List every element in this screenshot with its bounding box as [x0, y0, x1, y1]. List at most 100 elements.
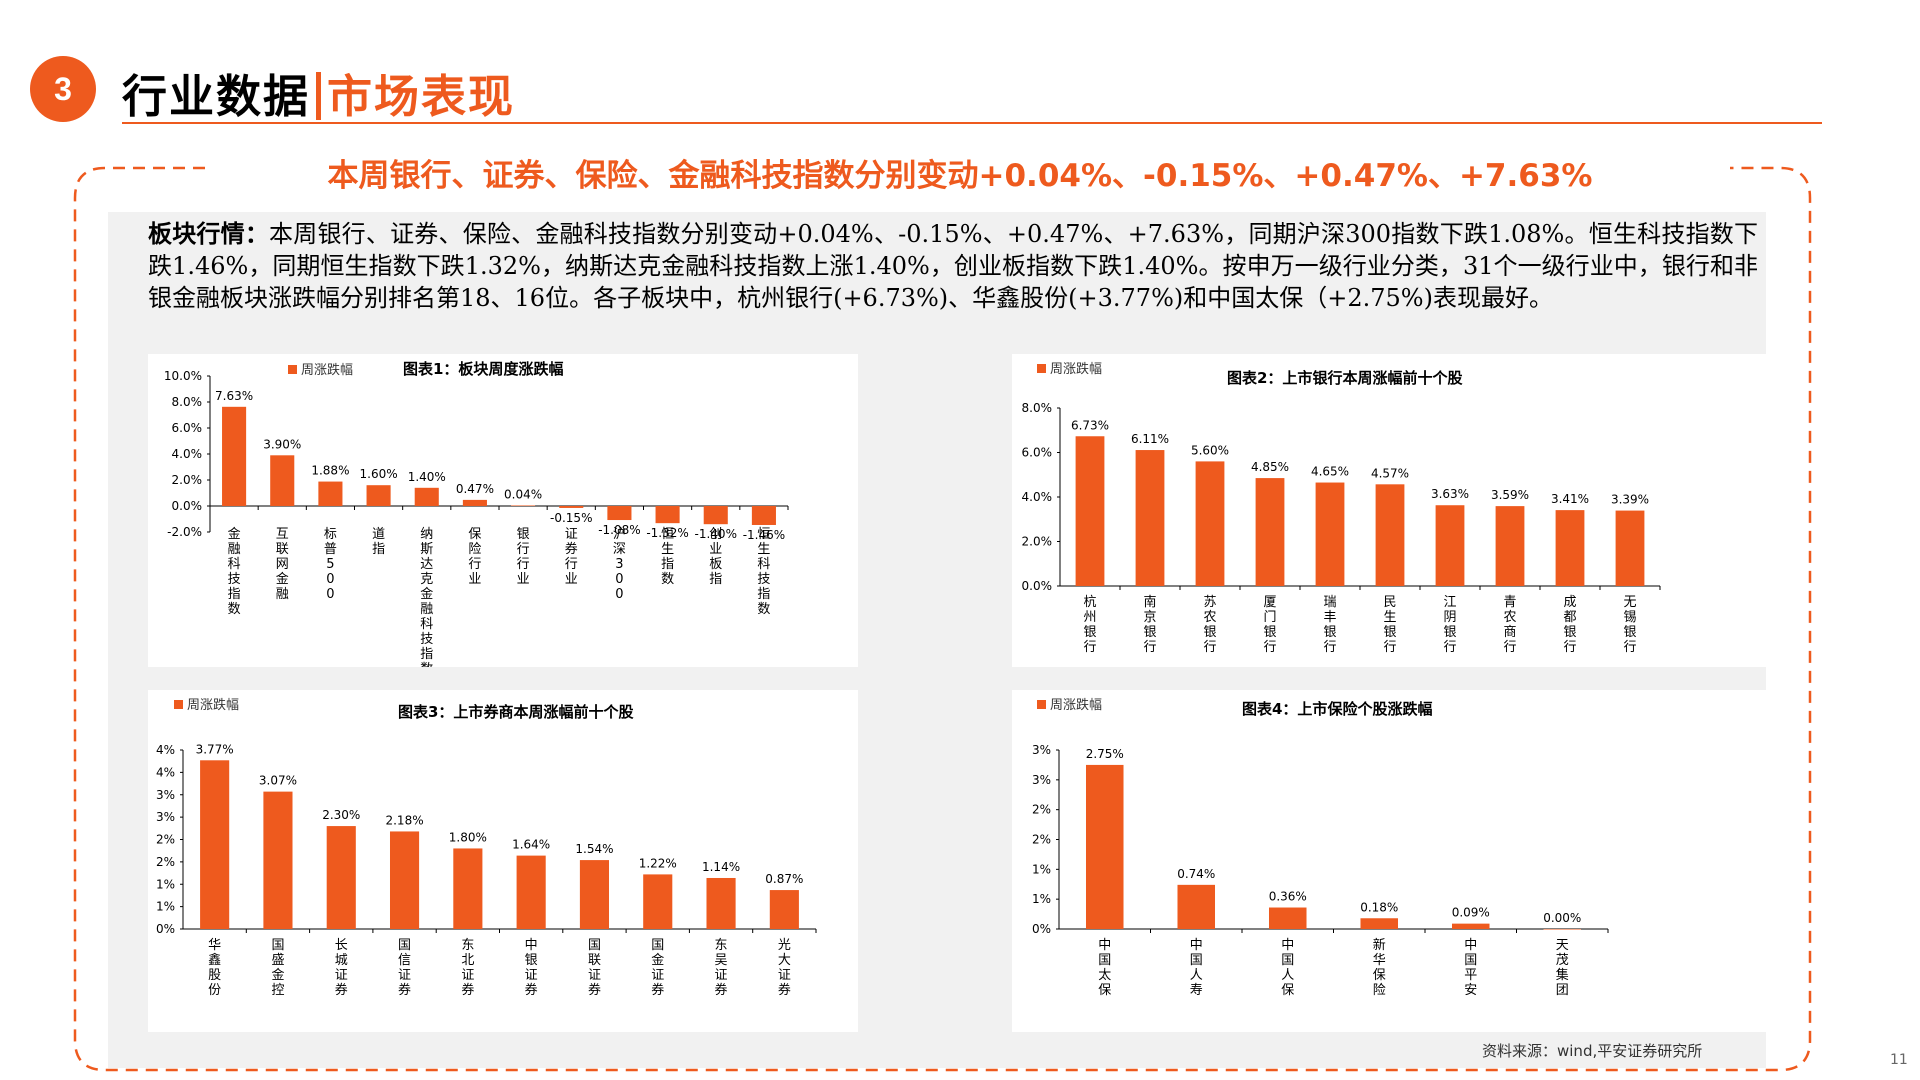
- chart3-category-label: 国联证券: [588, 938, 601, 998]
- chart3-data-label: 1.22%: [639, 856, 677, 870]
- chart3-data-label: 3.07%: [259, 774, 297, 788]
- title-part2: 市场表现: [327, 70, 516, 123]
- chart4-data-label: 0.74%: [1177, 867, 1215, 881]
- chart3-category-label: 中银证券: [525, 938, 538, 998]
- chart4-data-label: 0.36%: [1269, 890, 1307, 904]
- chart1-category-label: 标普 5 0 0: [324, 527, 337, 602]
- chart2-category-label: 青农商行: [1503, 595, 1516, 655]
- chart1-bar: [270, 455, 295, 506]
- chart1-category-label: 互联网金融: [276, 527, 289, 602]
- chart3-legend-swatch: [174, 700, 183, 709]
- chart2-legend-label: 周涨跌幅: [1050, 361, 1102, 377]
- chart1-category-label: 银行行业: [517, 527, 530, 587]
- chart2-category-label: 民生银行: [1383, 595, 1396, 655]
- chart3-panel: 周涨跌幅 图表3：上市券商本周涨幅前十个股 4% 4% 3% 3% 2% 2% 1% 1% 0% 3.…: [148, 690, 858, 1032]
- chart2-ytick-label: 4.0%: [1022, 490, 1053, 504]
- chart1-category-label: 证券行业: [565, 527, 578, 587]
- chart1-data-label: 3.90%: [263, 437, 301, 451]
- market-summary: 板块行情：本周银行、证券、保险、金融科技指数分别变动+0.04%、-0.15%、…: [148, 218, 1758, 314]
- chart2-data-label: 4.85%: [1251, 460, 1289, 474]
- chart3-bar: [326, 826, 356, 929]
- chart1-ytick-label: 4.0%: [172, 447, 203, 461]
- chart3-bar: [263, 791, 293, 929]
- chart1-category-label: 保险行业: [468, 527, 481, 587]
- chart1-category-label: 金融科技指数: [228, 526, 241, 617]
- chart4-bar: [1451, 923, 1490, 929]
- chart2-category-label: 成都银行: [1563, 595, 1576, 655]
- chart3-ytick-label: 2%: [156, 855, 175, 869]
- chart3-ytick-label: 4%: [156, 765, 175, 779]
- chart4-data-label: 0.18%: [1360, 900, 1398, 914]
- chart1-bar: [559, 506, 584, 508]
- chart4-data-label: 2.75%: [1086, 747, 1124, 761]
- chart3-ytick-label: 3%: [156, 810, 175, 824]
- chart3-legend-label: 周涨跌幅: [187, 697, 239, 713]
- chart4-ytick-label: 2%: [1032, 803, 1051, 817]
- summary-label: 板块行情：: [148, 220, 270, 248]
- chart4-bar: [1360, 918, 1399, 929]
- chart1-category-label: 沪深 3 0 0: [613, 526, 626, 602]
- chart3-category-label: 光大证券: [778, 938, 791, 998]
- source-note: 资料来源：wind,平安证券研究所: [1482, 1042, 1703, 1060]
- chart1-category-label: 创业板指: [709, 527, 722, 587]
- chart1-data-label: -1.40%: [695, 527, 737, 541]
- chart3-ytick-label: 2%: [156, 833, 175, 847]
- chart1-data-label: 1.60%: [360, 467, 398, 481]
- chart2-bar: [1435, 505, 1465, 586]
- chart1-category-label: 恒生科技指数: [757, 527, 770, 617]
- title-part1: 行业数据: [122, 70, 311, 123]
- chart4-bar: [1268, 907, 1307, 929]
- section-number-badge: 3: [30, 56, 96, 122]
- chart2-ytick-label: 2.0%: [1022, 535, 1053, 549]
- chart2-bar: [1135, 450, 1165, 586]
- chart4-category-label: 中国人保: [1281, 938, 1294, 998]
- chart2-ytick-label: 8.0%: [1022, 401, 1053, 415]
- chart3-bar: [453, 848, 483, 929]
- chart4-bar: [1177, 884, 1216, 929]
- chart3-data-label: 1.14%: [702, 860, 740, 874]
- chart4-ytick-label: 3%: [1032, 743, 1051, 757]
- chart3-bar: [769, 890, 799, 929]
- chart3-category-label: 华鑫股份: [208, 938, 221, 998]
- chart1-ytick-label: 8.0%: [172, 395, 203, 409]
- chart1-legend-swatch: [288, 365, 297, 374]
- chart3-ytick-label: 3%: [156, 788, 175, 802]
- chart2-data-label: 6.11%: [1131, 432, 1169, 446]
- chart4-ytick-label: 1%: [1032, 892, 1051, 906]
- chart2-data-label: 4.57%: [1371, 466, 1409, 480]
- chart2-category-label: 无锡银行: [1623, 595, 1636, 655]
- chart3-ytick-label: 1%: [156, 900, 175, 914]
- chart4-category-label: 中国平安: [1464, 938, 1477, 998]
- chart2-bar: [1375, 484, 1405, 586]
- chart2-title: 图表2：上市银行本周涨幅前十个股: [1227, 369, 1463, 387]
- chart1-bar: [414, 487, 439, 506]
- chart3-category-label: 东北证券: [461, 938, 474, 998]
- subtitle: 本周银行、证券、保险、金融科技指数分别变动+0.04%、-0.15%、+0.47…: [327, 158, 1593, 194]
- chart2-data-label: 3.39%: [1611, 493, 1649, 507]
- chart3-data-label: 1.54%: [575, 842, 613, 856]
- chart1-ytick-label: 6.0%: [172, 421, 203, 435]
- chart2-category-label: 杭州银行: [1083, 595, 1096, 655]
- chart1-ytick-label: -2.0%: [167, 525, 202, 539]
- chart3-category-label: 长城证券: [335, 938, 348, 998]
- chart3-bar: [643, 874, 673, 929]
- chart2-data-label: 3.59%: [1491, 488, 1529, 502]
- chart1-bar: [703, 506, 728, 525]
- chart4-category-label: 新华保险: [1373, 937, 1386, 998]
- chart1-data-label: -1.46%: [743, 528, 785, 542]
- chart2-bar: [1555, 510, 1585, 586]
- chart2-bar: [1615, 510, 1645, 586]
- chart2-panel: 周涨跌幅 图表2：上市银行本周涨幅前十个股 8.0% 6.0% 4.0% 2.0% 0.0%…: [1012, 354, 1766, 667]
- chart3-svg: 周涨跌幅 图表3：上市券商本周涨幅前十个股 4% 4% 3% 3% 2% 2% 1% 1% 0% 3.…: [156, 697, 817, 998]
- chart3-bar: [200, 760, 230, 929]
- chart3-bar: [706, 877, 736, 929]
- chart1-ytick-label: 2.0%: [172, 473, 203, 487]
- chart1-data-label: -1.32%: [646, 526, 688, 540]
- chart3-data-label: 2.18%: [385, 813, 423, 827]
- chart2-data-label: 3.63%: [1431, 487, 1469, 501]
- chart3-data-label: 3.77%: [196, 742, 234, 756]
- chart1-ytick-label: 10.0%: [164, 369, 202, 383]
- chart2-bar: [1255, 478, 1285, 586]
- chart2-bar: [1075, 436, 1105, 586]
- chart3-title: 图表3：上市券商本周涨幅前十个股: [398, 703, 634, 721]
